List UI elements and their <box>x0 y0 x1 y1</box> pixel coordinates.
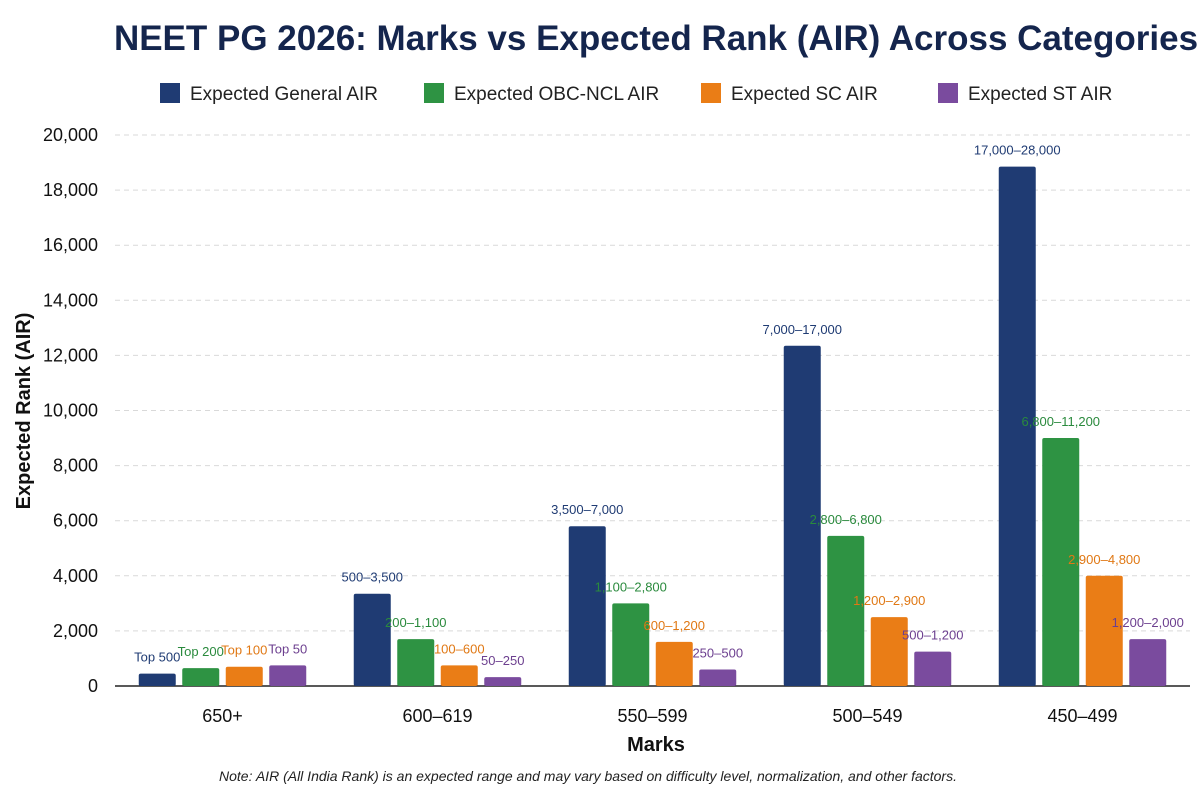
bar <box>182 668 220 686</box>
bar <box>269 665 307 686</box>
x-axis-title: Marks <box>627 734 685 756</box>
legend-swatch <box>160 83 180 103</box>
y-tick-label: 0 <box>88 676 98 696</box>
data-label: 100–600 <box>434 641 485 656</box>
data-label: 500–3,500 <box>342 570 403 585</box>
legend-label: Expected General AIR <box>190 84 378 105</box>
bar <box>138 673 176 686</box>
data-label: Top 200 <box>178 644 224 659</box>
bar <box>655 641 693 686</box>
bars <box>138 166 1167 686</box>
data-label: 6,800–11,200 <box>1021 414 1100 429</box>
data-label: 1,200–2,000 <box>1112 615 1184 630</box>
y-tick-label: 18,000 <box>43 180 98 200</box>
bar <box>440 665 478 686</box>
data-label: 17,000–28,000 <box>974 143 1061 158</box>
y-tick-label: 20,000 <box>43 125 98 145</box>
bar <box>1042 438 1080 686</box>
data-label: 7,000–17,000 <box>762 322 842 337</box>
data-label: 1,100–2,800 <box>595 579 667 594</box>
data-label: 600–1,200 <box>644 618 705 633</box>
data-label: 3,500–7,000 <box>551 502 623 517</box>
y-axis: 0 2,000 4,000 6,000 8,000 10,000 12,000 14,000 1… <box>43 125 1190 696</box>
legend-swatch <box>938 83 958 103</box>
y-axis-title: Expected Rank (AIR) <box>13 313 35 510</box>
x-tick-label: 500–549 <box>832 706 902 726</box>
data-label: 2,900–4,800 <box>1068 552 1140 567</box>
y-tick-label: 16,000 <box>43 235 98 255</box>
bar <box>1085 575 1123 686</box>
bar <box>568 526 606 686</box>
x-axis: 650+ 600–619 550–599 500–549 450–499 <box>202 706 1117 726</box>
legend-label: Expected ST AIR <box>968 84 1112 105</box>
y-tick-label: 14,000 <box>43 290 98 310</box>
bar <box>783 345 821 686</box>
legend-label: Expected OBC-NCL AIR <box>454 84 659 105</box>
y-tick-label: 8,000 <box>53 456 98 476</box>
data-label: Top 50 <box>268 641 307 656</box>
bar <box>225 666 263 686</box>
y-tick-label: 4,000 <box>53 566 98 586</box>
legend-label: Expected SC AIR <box>731 84 878 105</box>
bar <box>998 166 1036 686</box>
x-tick-label: 650+ <box>202 706 243 726</box>
data-label: Top 100 <box>221 643 267 658</box>
y-tick-label: 2,000 <box>53 621 98 641</box>
data-label: 250–500 <box>692 645 743 660</box>
legend: Expected General AIR Expected OBC-NCL AIR… <box>160 83 1112 105</box>
data-label: 500–1,200 <box>902 628 963 643</box>
x-tick-label: 450–499 <box>1047 706 1117 726</box>
chart-title: NEET PG 2026: Marks vs Expected Rank (AI… <box>114 19 1198 58</box>
y-tick-label: 6,000 <box>53 511 98 531</box>
bar <box>353 593 391 686</box>
data-label: 2,800–6,800 <box>810 512 882 527</box>
bar <box>827 535 865 686</box>
footnote: Note: AIR (All India Rank) is an expecte… <box>219 768 957 784</box>
y-tick-label: 12,000 <box>43 345 98 365</box>
data-label: 50–250 <box>481 653 524 668</box>
bar <box>870 617 908 686</box>
bar <box>397 639 435 686</box>
bar <box>1129 639 1167 686</box>
x-tick-label: 550–599 <box>617 706 687 726</box>
legend-swatch <box>701 83 721 103</box>
x-tick-label: 600–619 <box>402 706 472 726</box>
data-label: 200–1,100 <box>385 615 446 630</box>
bar <box>914 651 952 686</box>
legend-swatch <box>424 83 444 103</box>
data-label: Top 500 <box>134 650 180 665</box>
bar <box>612 603 650 686</box>
y-tick-label: 10,000 <box>43 401 98 421</box>
data-label: 1,200–2,900 <box>853 593 925 608</box>
bar <box>484 677 522 686</box>
bar <box>699 669 737 686</box>
